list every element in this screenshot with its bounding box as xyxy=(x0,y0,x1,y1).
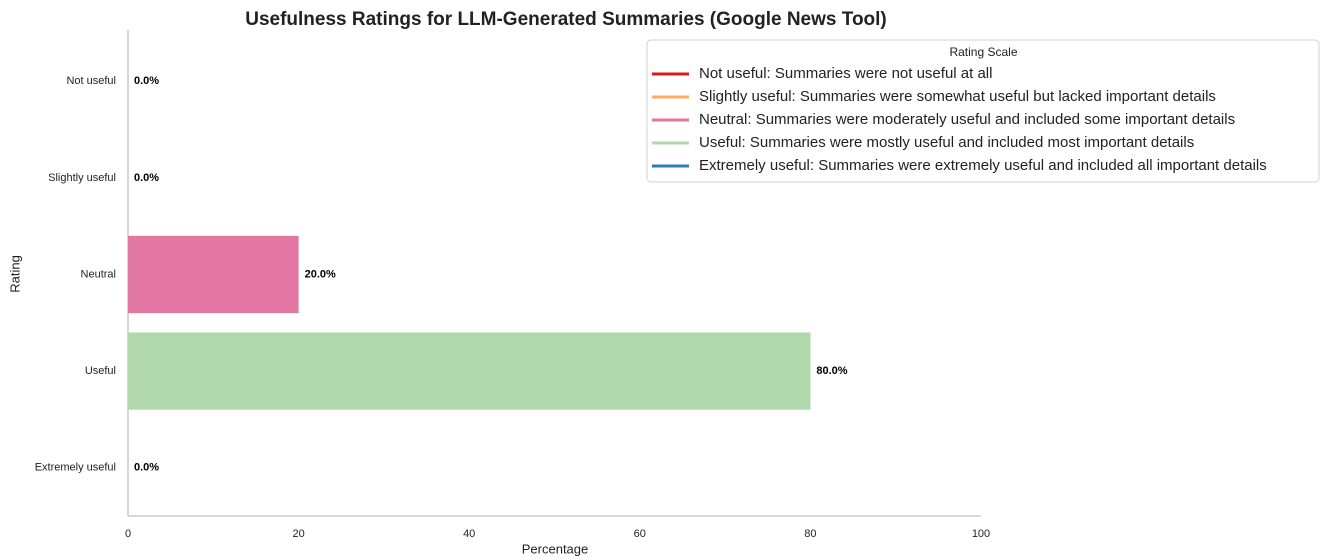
value-label: 0.0% xyxy=(134,462,159,474)
y-tick-label: Slightly useful xyxy=(48,172,116,184)
y-tick-label: Not useful xyxy=(66,75,116,87)
bar xyxy=(128,332,811,410)
y-tick-label: Extremely useful xyxy=(35,462,116,474)
chart-title: Usefulness Ratings for LLM-Generated Sum… xyxy=(245,9,887,30)
value-label: 80.0% xyxy=(816,365,847,377)
legend-label: Slightly useful: Summaries were somewhat… xyxy=(699,88,1216,105)
y-axis-label: Rating xyxy=(7,255,22,293)
legend-label: Not useful: Summaries were not useful at… xyxy=(699,65,992,82)
y-tick-label: Useful xyxy=(85,365,116,377)
legend-label: Useful: Summaries were mostly useful and… xyxy=(699,134,1194,151)
bar xyxy=(128,235,299,314)
x-tick-label: 40 xyxy=(463,528,475,540)
legend-box xyxy=(646,39,1320,183)
legend-label: Neutral: Summaries were moderately usefu… xyxy=(699,111,1235,128)
value-label: 0.0% xyxy=(134,172,159,184)
y-tick-label: Neutral xyxy=(81,268,116,280)
x-tick-label: 80 xyxy=(804,528,816,540)
x-tick-label: 0 xyxy=(125,528,131,540)
legend-label: Extremely useful: Summaries were extreme… xyxy=(699,157,1267,174)
legend-title: Rating Scale xyxy=(949,45,1017,59)
x-axis-label: Percentage xyxy=(522,541,589,556)
x-tick-label: 60 xyxy=(634,528,646,540)
value-label: 0.0% xyxy=(134,75,159,87)
x-tick-label: 20 xyxy=(292,528,304,540)
value-label: 20.0% xyxy=(305,268,336,280)
x-tick-label: 100 xyxy=(972,528,990,540)
